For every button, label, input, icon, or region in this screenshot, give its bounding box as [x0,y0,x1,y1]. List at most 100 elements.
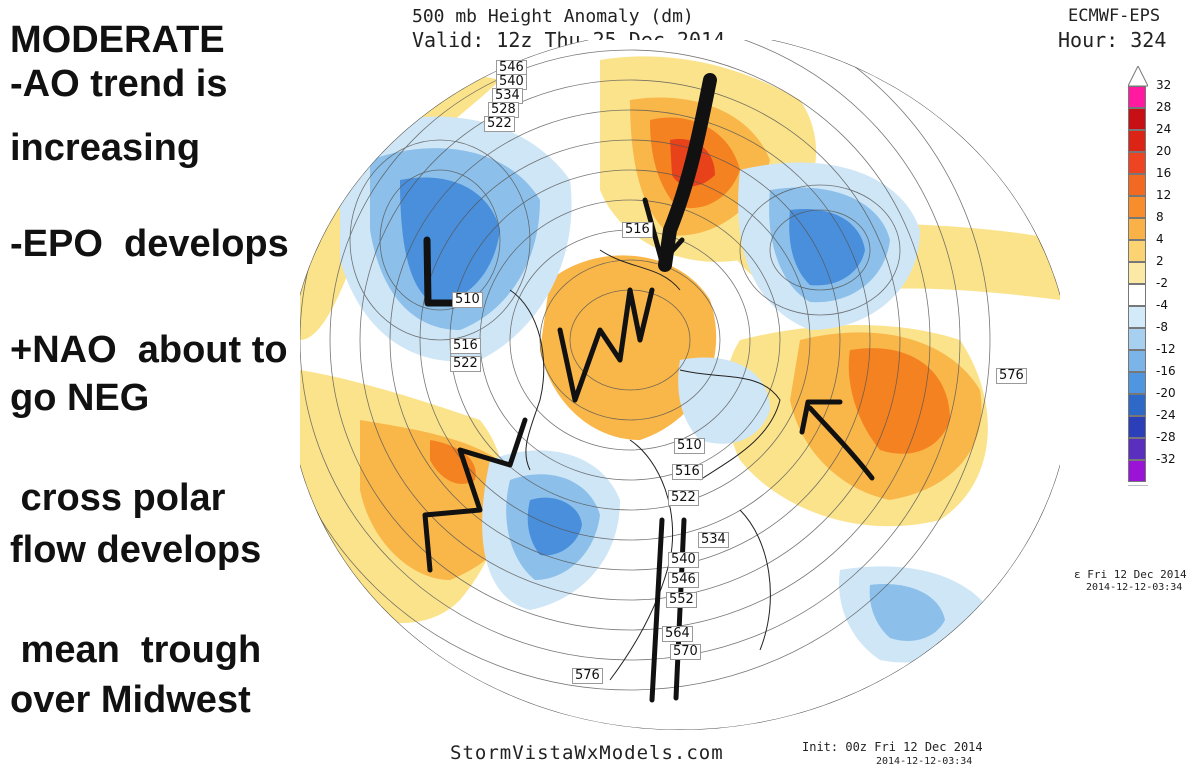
coastline [739,509,771,651]
anomaly-pos [848,348,950,454]
legend-label: 20 [1156,144,1172,158]
legend-swatch [1128,108,1146,130]
note-line: flow develops [10,529,262,571]
height-contour [389,109,871,571]
height-contour [739,184,901,316]
contour-label: 534 [698,532,729,548]
legend-label: -8 [1156,320,1168,334]
legend-swatch [1128,438,1146,460]
note-line: mean trough [10,629,262,671]
legend-label: 4 [1156,232,1164,246]
legend-swatch [1128,130,1146,152]
height-contour [299,30,961,661]
pacific-ridge-squiggle [422,417,528,573]
height-contour [288,30,991,691]
legend-swatch [1128,196,1146,218]
legend-label: -24 [1156,408,1176,422]
legend-label: -28 [1156,430,1176,444]
contour-label: 546 [668,572,699,588]
note-line: over Midwest [10,679,251,721]
source-watermark: StormVistaWxModels.com [450,742,724,764]
legend-swatch [1128,218,1146,240]
anomaly-neg [869,584,945,641]
contour-label: 540 [668,552,699,568]
contour-label: 540 [496,74,527,90]
legend-swatch [1128,350,1146,372]
legend-swatch [1128,174,1146,196]
arrowhead [799,399,843,435]
legend-label: 24 [1156,122,1172,136]
low-marker [423,236,464,307]
legend-label: 16 [1156,166,1172,180]
contour-label: 528 [488,102,519,118]
legend-label: 8 [1156,210,1164,224]
height-contour [349,139,531,341]
height-contour [539,259,721,421]
legend-label: 12 [1156,188,1172,202]
height-contour [419,139,841,541]
map-canvas [288,30,1072,730]
model-name: ECMWF-EPS [1068,6,1161,26]
legend-label: -20 [1156,386,1176,400]
issued-stamp: 2014-12-12-03:34 [1086,582,1183,593]
coastline [599,249,681,291]
legend-label: -32 [1156,452,1176,466]
legend-swatch [1128,306,1146,328]
contour-label: 576 [572,668,603,684]
legend-label: 2 [1156,254,1164,268]
flow-annotations [422,73,875,703]
note-line: cross polar [10,477,226,519]
legend-swatch [1128,240,1146,262]
contour-label: 510 [674,438,705,454]
anomaly-neg [789,209,865,286]
map-title: 500 mb Height Anomaly (dm) [412,6,694,27]
notes-title: MODERATE [10,19,225,61]
contour-label: 516 [672,464,703,480]
forecast-hour: Hour: 324 [1058,28,1167,52]
legend-swatch [1128,394,1146,416]
note-line: increasing [10,127,201,169]
legend-label: -12 [1156,342,1176,356]
coastline [509,289,545,471]
note-line: -EPO develops [10,223,289,265]
legend-label: 28 [1156,100,1172,114]
cross-polar-flow-arrow [658,73,717,272]
legend-label: -4 [1156,298,1168,312]
coastline [679,369,781,481]
epo-ridge-squiggle [557,287,655,403]
contour-label: 510 [452,292,483,308]
contour-label: 522 [484,116,515,132]
legend-swatch [1128,460,1146,482]
note-line: -AO trend is [10,63,228,105]
legend-swatch [1128,416,1146,438]
height-contour [329,49,931,631]
contour-label: 534 [492,88,523,104]
contour-label: 576 [996,368,1027,384]
trough-line [649,517,665,703]
legend-label: 32 [1156,78,1172,92]
anomaly-pos [360,420,522,580]
legend-label: -2 [1156,276,1168,290]
legend-label: -16 [1156,364,1176,378]
height-contour [359,79,901,601]
arrowhead [642,197,685,265]
anomaly-pos [430,440,476,484]
nao-arrow [807,405,875,481]
contour-label: 552 [666,592,697,608]
legend-swatch [1128,86,1146,108]
issued-date: ε Fri 12 Dec 2014 [1074,568,1187,581]
height-anomaly-map: 546 540 534 528 522 516 510 516 522 534 … [288,30,1072,740]
legend-swatch [1128,262,1146,284]
height-contour [379,169,501,311]
legend-swatch [1128,152,1146,174]
init-time: Init: 00z Fri 12 Dec 2014 [802,740,983,754]
contour-label: 522 [668,490,699,506]
contour-label: 522 [450,356,481,372]
init-stamp: 2014-12-12-03:34 [876,756,973,767]
legend-swatch [1128,284,1146,306]
height-contour [769,209,871,291]
legend-swatch [1128,372,1146,394]
contour-label: 570 [670,644,701,660]
contour-label: 516 [450,338,481,354]
contour-label: 516 [622,222,653,238]
